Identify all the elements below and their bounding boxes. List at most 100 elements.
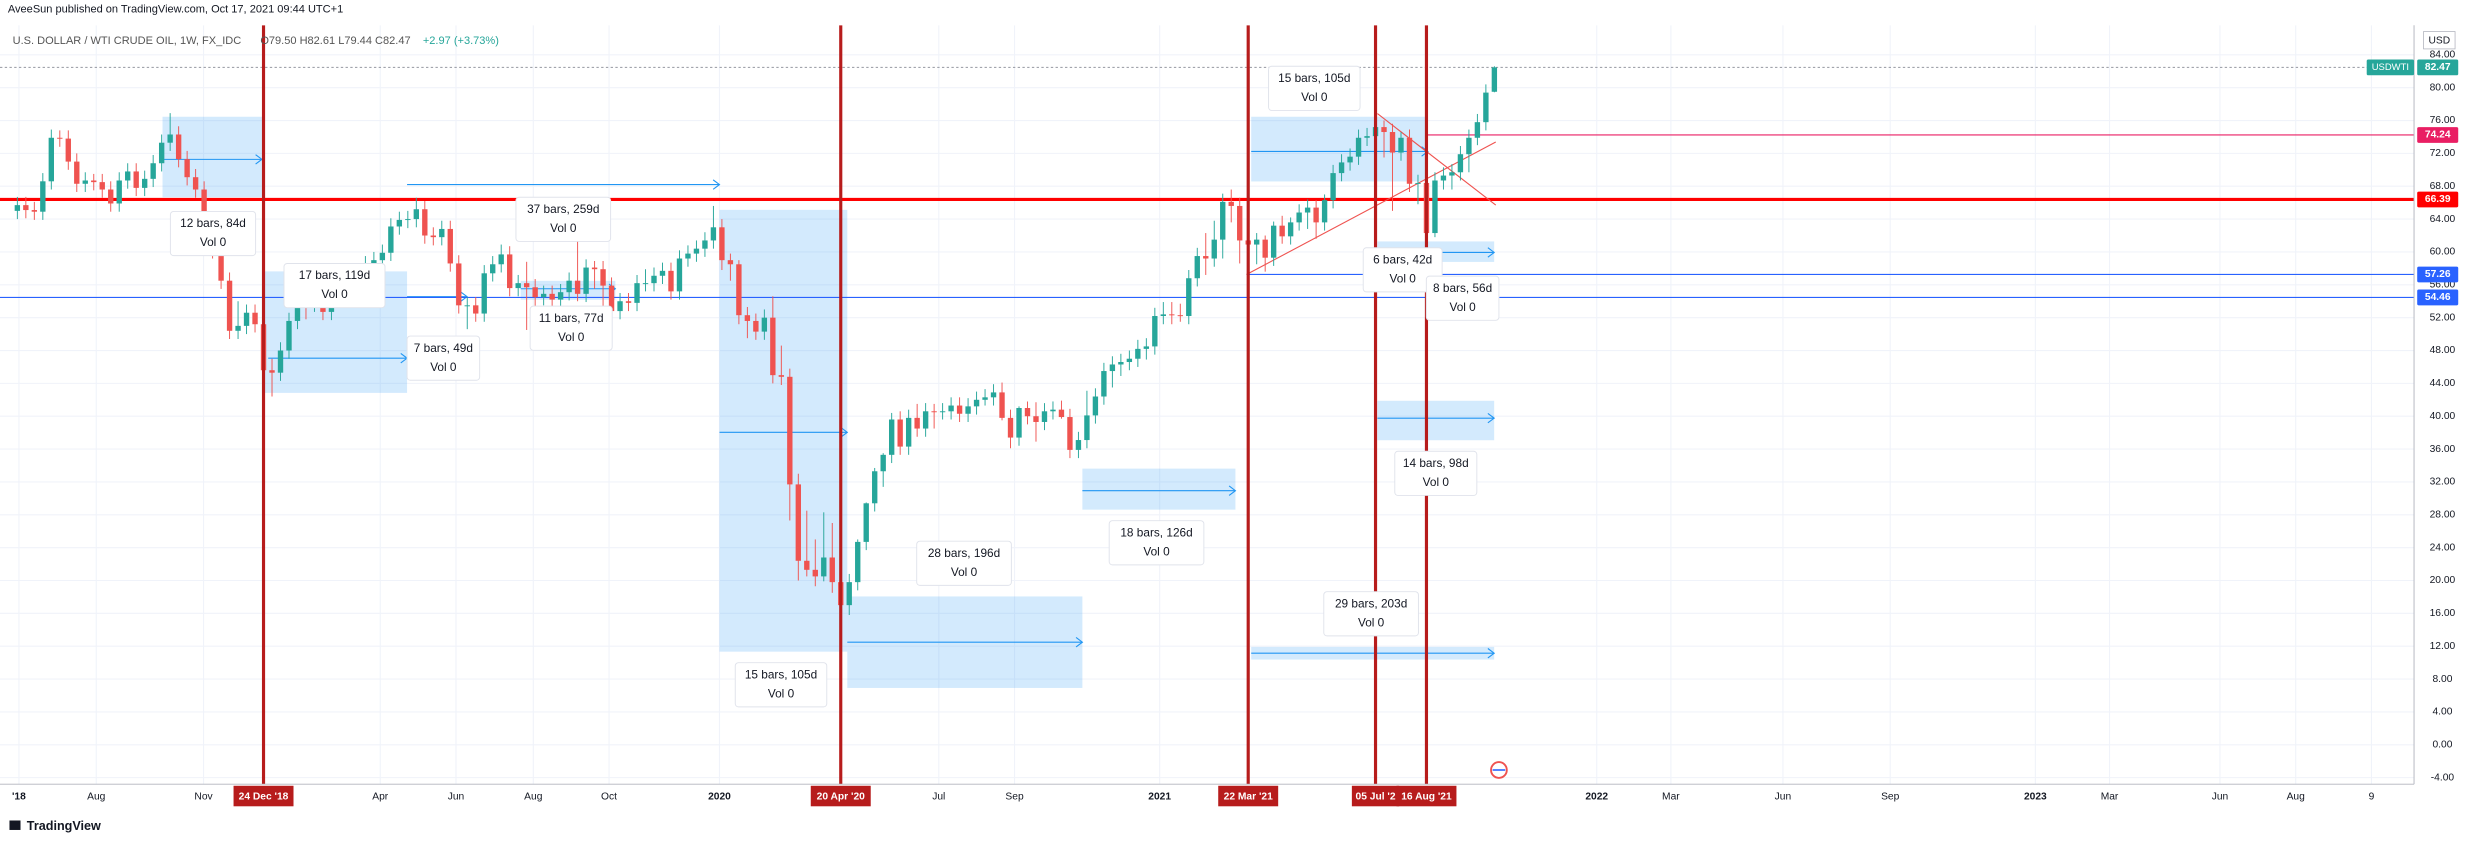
candle-body [158, 142, 165, 164]
publisher: AveeSun published on TradingView.com, Oc… [8, 3, 343, 15]
plot: 12 bars, 84d Vol 0 17 bars, 119d Vol 0 7 bar… [0, 25, 2415, 785]
range-label-box [1425, 275, 1500, 321]
candle-body [125, 171, 131, 181]
candle-body [710, 227, 717, 241]
candle-body [1186, 278, 1192, 317]
candle-body [727, 260, 734, 265]
range-label: 15 bars, 105d [1278, 71, 1350, 85]
y-tick-label: 20.00 [2430, 575, 2456, 586]
candle-body [286, 320, 292, 351]
range-volume: Vol 0 [951, 565, 978, 579]
range-volume: Vol 0 [1423, 475, 1450, 489]
y-tick-label: 72.00 [2430, 148, 2456, 159]
date-tag-label: 16 Aug '21 [1401, 792, 1452, 803]
candle-body [574, 280, 581, 294]
candle-body [1432, 180, 1438, 234]
candle-body [829, 557, 835, 583]
candle-body [1177, 315, 1183, 317]
range-label: 18 bars, 126d [1120, 525, 1192, 539]
y-tick-label: 52.00 [2430, 312, 2456, 323]
candle-body [277, 350, 284, 373]
candle-body [405, 219, 411, 221]
candle-body [1033, 416, 1039, 422]
candle-body [855, 541, 861, 583]
y-tick-label: 16.00 [2430, 608, 2456, 619]
range-label-box [734, 662, 828, 708]
candle-body [523, 283, 530, 288]
x-tick-label: Jun [448, 792, 465, 803]
candle-body [167, 134, 173, 143]
candle-body [600, 269, 606, 286]
candle-body [982, 397, 988, 400]
candle-body [108, 189, 114, 204]
candle-body [23, 205, 29, 211]
range-arrow-head [1487, 412, 1496, 424]
date-tag [810, 785, 871, 807]
candle-body [914, 417, 920, 429]
y-tick-label: 12.00 [2430, 641, 2456, 652]
candle-body [371, 260, 377, 265]
candle-body [821, 557, 827, 577]
y-tick-label: 8.00 [2432, 674, 2452, 685]
candle-body [116, 180, 122, 204]
candle-body [57, 137, 63, 139]
y-tick-label: 68.00 [2430, 181, 2456, 192]
candle-body [1041, 411, 1048, 422]
candle-body [490, 264, 496, 274]
date-tag-label: 05 Jul '2 [1356, 792, 1396, 803]
range-arrow-head [1487, 247, 1496, 258]
candle-body [1143, 346, 1150, 349]
candle-body [795, 484, 801, 561]
y-tick-label: -4.00 [2431, 772, 2455, 783]
header-bar [0, 0, 2415, 26]
range-label-box [529, 305, 613, 351]
x-tick-label: 2023 [2024, 792, 2047, 803]
candle-body [430, 235, 436, 238]
date-tag-label: 24 Dec '18 [239, 792, 289, 803]
candle-body [1211, 239, 1217, 259]
candle-body [549, 293, 555, 300]
candle-body [1169, 314, 1175, 316]
range-arrow-head [712, 179, 721, 190]
candle-body [566, 280, 572, 293]
candle-body [175, 134, 182, 160]
candle-body [617, 301, 623, 312]
candle-body [1296, 212, 1302, 223]
range-label: 15 bars, 105d [745, 667, 817, 681]
candle-body [481, 273, 487, 314]
candle-body [1101, 371, 1107, 397]
x-tick-label: Sep [1005, 792, 1024, 803]
price-tag [2417, 191, 2459, 208]
candle-body [676, 258, 683, 292]
range-label: 8 bars, 56d [1433, 281, 1492, 295]
candle-body [1109, 364, 1116, 372]
trend-line [1377, 113, 1497, 206]
candle-body [396, 219, 403, 227]
candle-body [634, 283, 640, 303]
candle-body [1254, 239, 1260, 245]
candle-body [252, 312, 258, 325]
range-volume: Vol 0 [430, 360, 457, 374]
symbol-tag-label: USDWTI [2372, 62, 2409, 73]
candle-body [1398, 137, 1404, 153]
candle-body [812, 569, 818, 577]
candle-body [1203, 256, 1209, 259]
candle-body [905, 417, 912, 447]
grid [0, 25, 2415, 785]
candle-body [133, 171, 139, 188]
y-tick-label: 60.00 [2430, 247, 2456, 258]
candle-body [642, 283, 649, 285]
price-tag-label: 54.46 [2425, 292, 2451, 303]
candle-body [804, 560, 810, 570]
range-label-box [406, 335, 481, 381]
price-tag [2417, 127, 2459, 143]
candle-body [40, 181, 46, 212]
candle-body [201, 189, 207, 227]
candle-body [456, 263, 462, 306]
candle-body [761, 317, 768, 332]
candle-body [973, 399, 980, 407]
range-label: 11 bars, 77d [539, 311, 604, 325]
candle-body [1194, 256, 1200, 279]
range-label: 6 bars, 42d [1373, 252, 1432, 266]
candle-body [507, 254, 513, 289]
